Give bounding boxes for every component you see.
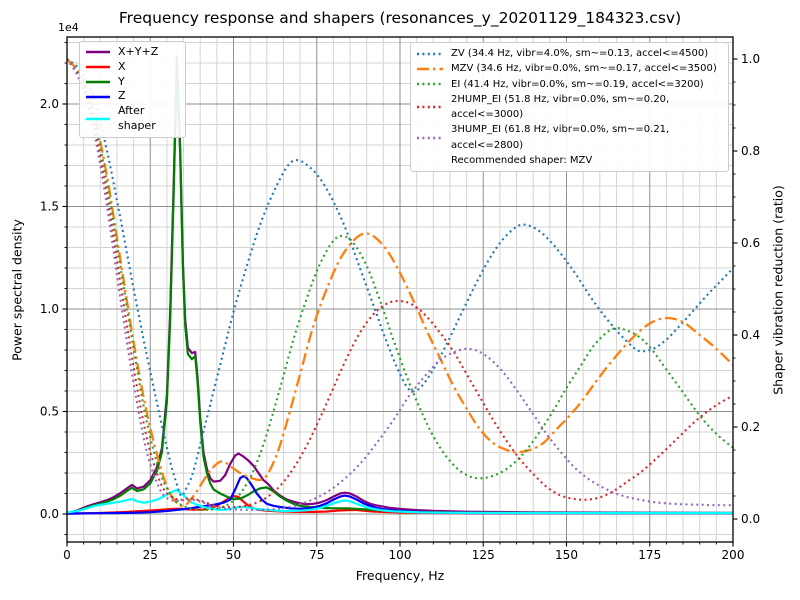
y-left-offset-label: 1e4	[58, 21, 79, 34]
psd-line-x-y-z	[67, 55, 733, 514]
x-tick-label: 25	[143, 548, 158, 562]
legend-line-swatch	[86, 95, 110, 98]
legend-item: X	[85, 60, 179, 75]
legend-item-label: EI (41.4 Hz, vibr=0.0%, sm~=0.19, accel<…	[451, 78, 704, 90]
legend-item: 3HUMP_EI (61.8 Hz, vibr=0.0%, sm~=0.21, …	[416, 122, 722, 153]
x-tick-label: 75	[309, 548, 324, 562]
y-left-tick-label: 2.0	[40, 97, 59, 111]
x-tick-label: 100	[389, 548, 412, 562]
legend-line-swatch	[86, 117, 110, 121]
x-tick-label: 150	[555, 548, 578, 562]
psd-line-y	[67, 59, 733, 515]
y-right-tick-label: 0.6	[741, 236, 760, 250]
shaper-line-3hump-ei	[67, 58, 733, 511]
legend-item-label: Y	[118, 74, 125, 88]
x-tick-label: 200	[722, 548, 745, 562]
curves	[67, 55, 733, 515]
y-left-tick-label: 1.5	[40, 200, 59, 214]
legend-item-label: 2HUMP_EI (51.8 Hz, vibr=0.0%, sm~=0.20, …	[451, 93, 670, 121]
legend-item-label: Z	[118, 89, 126, 103]
x-tick-label: 50	[226, 548, 241, 562]
legend-footer: Recommended shaper: MZV	[451, 155, 593, 167]
y-right-tick-label: 0.0	[741, 512, 760, 526]
legend-dashdot-swatch	[417, 67, 443, 71]
legend-line-swatch	[86, 51, 110, 54]
y-left-tick-label: 0.5	[40, 405, 59, 419]
legend-item: Y	[85, 75, 179, 90]
y-right-tick-label: 0.4	[741, 328, 760, 342]
legend-left: X+Y+Z X Y Z After shaper	[79, 41, 186, 138]
legend-dotted-swatch	[417, 136, 443, 139]
y-right-tick-label: 0.2	[741, 420, 760, 434]
legend-dotted-swatch	[417, 52, 443, 55]
legend-item-label: 3HUMP_EI (61.8 Hz, vibr=0.0%, sm~=0.21, …	[451, 124, 670, 151]
legend-item: 2HUMP_EI (51.8 Hz, vibr=0.0%, sm~=0.20, …	[416, 92, 722, 123]
x-tick-label: 175	[638, 548, 661, 562]
psd-line-z	[67, 475, 733, 515]
y-right-tick-label: 0.8	[741, 144, 760, 158]
y-axis-label-right: Shaper vibration reduction (ratio)	[770, 185, 786, 395]
legend-item-label: After shaper	[118, 104, 156, 132]
axis-ticks: 0 25 50 75 100 125 150 175 200 0.0 0.5 1.0 1.5 2.0 0.0…	[40, 42, 760, 562]
x-axis-label: Frequency, Hz	[355, 568, 445, 583]
y-axis-label-left: Power spectral density	[9, 219, 25, 361]
legend-item: After shaper	[85, 104, 179, 134]
legend-item-label: X+Y+Z	[118, 45, 159, 58]
legend-dotted-swatch	[417, 83, 443, 86]
legend-right: ZV (34.4 Hz, vibr=4.0%, sm~=0.13, accel<…	[410, 42, 729, 173]
legend-dotted-swatch	[417, 105, 443, 109]
legend-item-label: X	[118, 59, 126, 73]
x-tick-label: 0	[63, 548, 71, 562]
y-left-tick-label: 0.0	[40, 507, 59, 521]
legend-item-label: ZV (34.4 Hz, vibr=4.0%, sm~=0.13, accel<…	[451, 48, 709, 59]
legend-item: X+Y+Z	[85, 45, 179, 60]
chart-title: Frequency response and shapers (resonanc…	[118, 9, 682, 27]
legend-item: EI (41.4 Hz, vibr=0.0%, sm~=0.19, accel<…	[416, 77, 722, 92]
shaper-line-zv	[67, 58, 733, 498]
y-right-tick-label: 1.0	[741, 52, 760, 66]
legend-line-swatch	[86, 80, 110, 84]
shaper-line-mzv	[67, 58, 733, 508]
legend-item-label: MZV (34.6 Hz, vibr=0.0%, sm~=0.17, accel…	[451, 63, 717, 75]
legend-item: ZV (34.4 Hz, vibr=4.0%, sm~=0.13, accel<…	[416, 46, 722, 61]
legend-line-swatch	[86, 65, 110, 69]
y-left-tick-label: 1.0	[40, 302, 59, 316]
x-tick-label: 125	[472, 548, 495, 562]
legend-item: MZV (34.6 Hz, vibr=0.0%, sm~=0.17, accel…	[416, 61, 722, 76]
legend-item: Z	[85, 89, 179, 104]
